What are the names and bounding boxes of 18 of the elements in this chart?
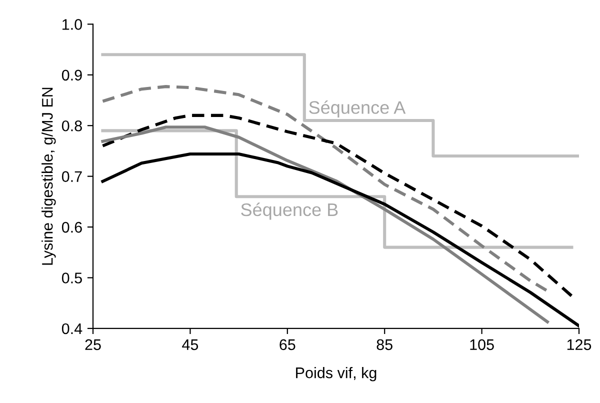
x-tick-label: 45 bbox=[182, 339, 198, 350]
x-tick-label: 125 bbox=[567, 339, 592, 350]
y-tick-label: 0.4 bbox=[62, 323, 82, 334]
y-tick-label: 0.7 bbox=[62, 171, 82, 182]
y-tick-label: 0.8 bbox=[62, 120, 82, 132]
x-tick-label: 85 bbox=[376, 339, 392, 350]
y-tick-label: 0.9 bbox=[62, 70, 82, 81]
series-label: Séquence A bbox=[309, 100, 406, 118]
x-tick-label: 105 bbox=[470, 339, 494, 350]
x-axis-title: Poids vif, kg bbox=[296, 366, 376, 382]
line-series bbox=[101, 126, 549, 324]
y-tick-label: 0.5 bbox=[62, 272, 82, 284]
series-label: Séquence B bbox=[241, 202, 338, 220]
x-tick-label: 25 bbox=[85, 339, 101, 350]
y-tick-label: 0.6 bbox=[62, 222, 82, 233]
x-tick-label: 65 bbox=[280, 339, 296, 350]
y-tick-label: 1.0 bbox=[62, 19, 82, 30]
y-axis-title: Lysine digestible, g/MJ EN bbox=[42, 88, 56, 265]
